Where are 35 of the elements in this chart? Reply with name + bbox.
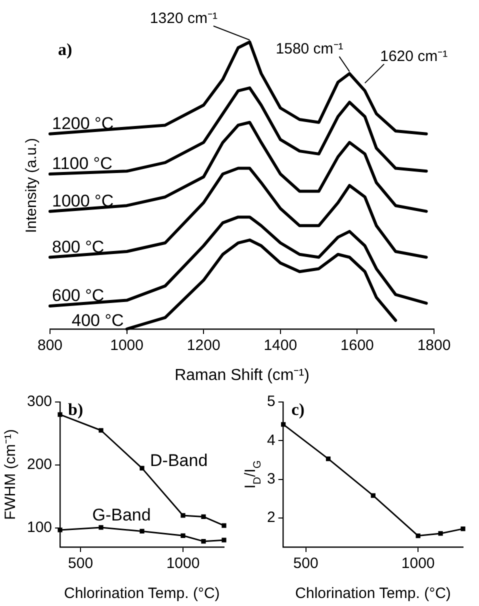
x-tick-label: 800 <box>37 337 63 354</box>
x-axis-title: Chlorination Temp. (°C) <box>64 585 220 602</box>
y-tick-label: 3 <box>267 470 276 488</box>
annotation: 1580 cm⁻¹ <box>276 40 344 58</box>
annotation: b) <box>68 400 84 419</box>
y-axis-title: Intensity (a.u.) <box>23 138 40 234</box>
series-label: 600 °C <box>52 286 104 306</box>
annotation: 1620 cm⁻¹ <box>380 48 448 66</box>
y-tick-label: 2 <box>267 509 276 526</box>
x-tick-label: 500 <box>293 555 318 572</box>
annotation: c) <box>291 400 305 419</box>
series-label: 400 °C <box>72 311 124 330</box>
y-tick-label: 100 <box>26 519 52 536</box>
y-axis-title: FWHM (cm⁻¹) <box>2 429 19 520</box>
y-tick-label: 300 <box>26 393 52 410</box>
y-tick-label: 200 <box>26 456 52 474</box>
x-tick-label: 1600 <box>340 337 374 354</box>
series-label: 800 °C <box>52 237 104 256</box>
x-tick-label: 500 <box>68 555 94 572</box>
x-tick-label: 1000 <box>110 337 144 354</box>
x-axis-title: Chlorination Temp. (°C) <box>295 585 451 602</box>
x-tick-label: 1000 <box>166 555 200 572</box>
y-tick-label: 4 <box>267 432 276 449</box>
series-label: 1100 °C <box>52 154 112 174</box>
series-label: D-Band <box>150 451 208 470</box>
x-tick-label: 1200 <box>186 337 220 354</box>
y-axis-title: ID/IG <box>242 460 264 489</box>
x-tick-label: 1000 <box>401 555 435 572</box>
x-axis-title: Raman Shift (cm⁻¹) <box>174 367 310 384</box>
y-tick-label: 5 <box>267 393 276 410</box>
series-label: G-Band <box>92 505 151 524</box>
annotation: 1320 cm⁻¹ <box>150 10 218 27</box>
annotation: a) <box>58 40 72 59</box>
x-tick-label: 1400 <box>264 337 298 354</box>
x-tick-label: 1800 <box>417 337 451 354</box>
